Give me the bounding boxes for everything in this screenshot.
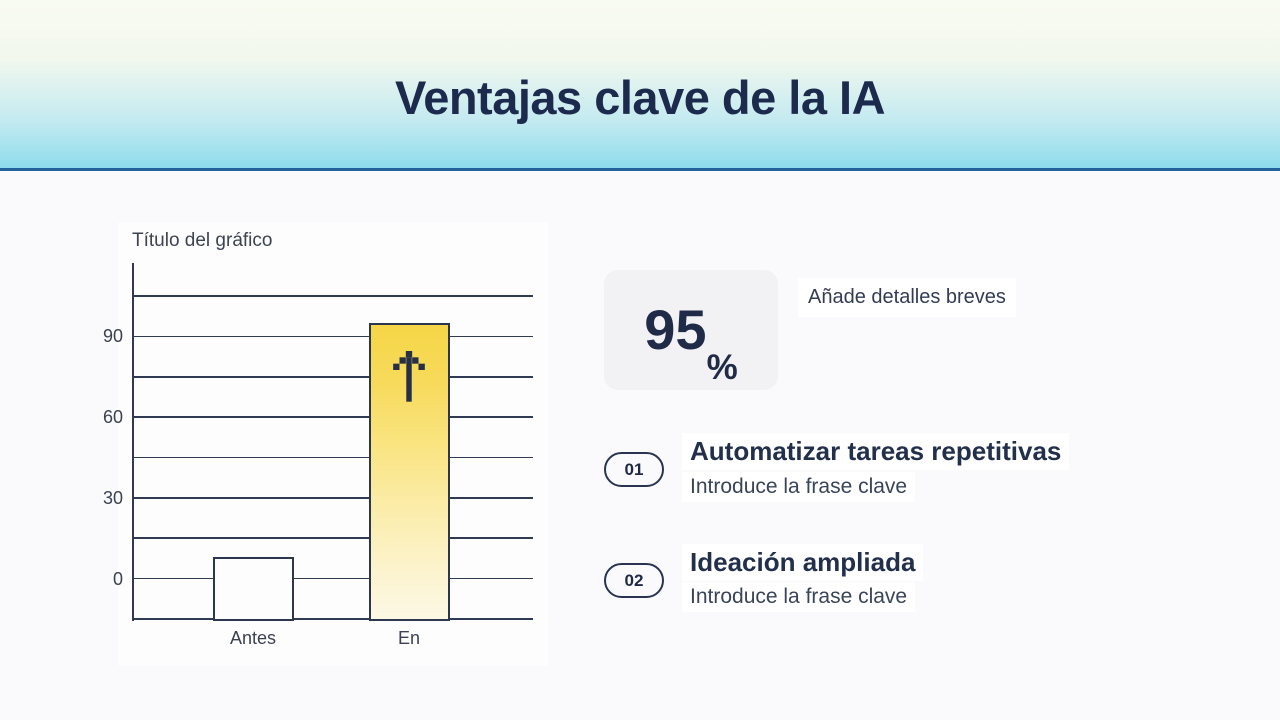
item-number-badge-1: 01 <box>604 452 664 487</box>
bar-en <box>368 322 450 621</box>
y-axis-tick: 30 <box>102 487 123 508</box>
stat-value: 95 <box>644 298 707 361</box>
y-axis-tick: 90 <box>102 326 123 347</box>
gridline <box>133 335 533 338</box>
chart-panel: Título del gráfico 0 30 60 90 Antes En <box>103 222 548 666</box>
gridline <box>133 416 533 418</box>
chart-title: Título del gráfico <box>132 230 273 251</box>
bar-antes <box>212 556 294 621</box>
gridline <box>133 497 533 499</box>
gridline <box>133 577 533 580</box>
item-title-1: Automatizar tareas repetitivas <box>682 433 1070 470</box>
item-subtitle-1: Introduce la frase clave <box>682 472 916 502</box>
x-axis-label: Antes <box>229 628 277 648</box>
x-axis-label: En <box>397 628 421 648</box>
stat-unit: % <box>706 348 738 387</box>
gridline <box>133 456 533 459</box>
y-axis-tick: 0 <box>112 568 123 589</box>
y-axis-tick: 60 <box>102 407 123 428</box>
item-subtitle-2: Introduce la frase clave <box>682 582 916 612</box>
gridline <box>133 537 533 539</box>
slide-header: Ventajas clave de la IA <box>0 0 1280 171</box>
item-title-2: Ideación ampliada <box>682 544 924 581</box>
gridline <box>133 295 533 297</box>
stat-caption: Añade detalles breves <box>798 278 1016 317</box>
gridline <box>133 618 533 621</box>
slide-title: Ventajas clave de la IA <box>394 71 886 124</box>
up-arrow-icon <box>393 350 425 402</box>
stat-box: 95 % <box>604 270 778 390</box>
y-axis-line <box>132 263 134 621</box>
gridline <box>133 376 533 378</box>
item-number-badge-2: 02 <box>604 563 664 598</box>
bar-chart: 0 30 60 90 Antes En <box>103 263 533 648</box>
